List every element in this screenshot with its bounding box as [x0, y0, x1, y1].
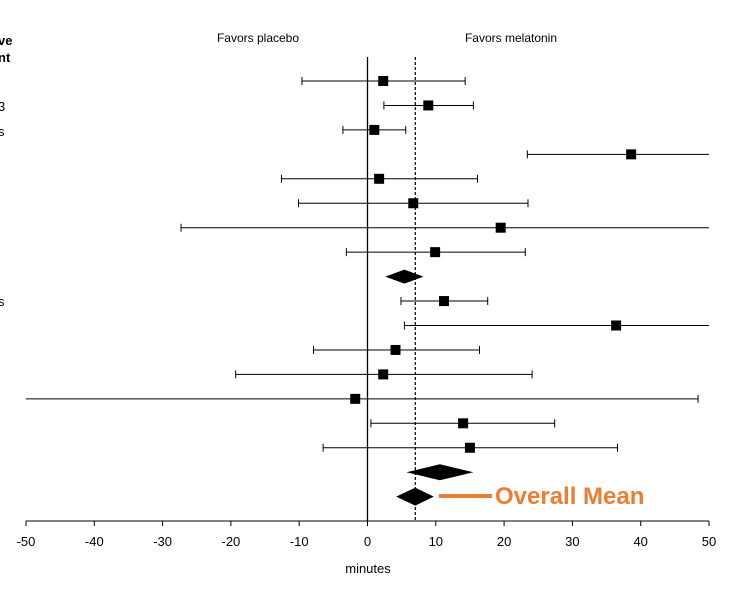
annotation-label: Overall Mean — [495, 483, 644, 510]
point-estimate — [378, 369, 389, 380]
x-axis: -50 -40 -30 -20 -10 0 10 20 30 40 50 — [17, 520, 716, 549]
summary-diamonds — [385, 269, 474, 506]
x-tick-label: -30 — [153, 534, 172, 549]
point-estimate — [374, 173, 385, 184]
x-tick-label: 40 — [633, 534, 647, 549]
x-tick-label: 0 — [364, 534, 371, 549]
point-estimate — [626, 149, 637, 160]
point-estimate — [611, 320, 622, 331]
x-tick-label: -40 — [85, 534, 104, 549]
reference-lines — [366, 57, 416, 521]
x-tick-label: -50 — [17, 534, 36, 549]
point-estimate — [495, 222, 506, 233]
chart-text: Favors placebo Favors melatonin ve nt 3 … — [0, 31, 644, 576]
x-tick-label: -20 — [222, 534, 241, 549]
left-header: Favors placebo — [217, 31, 299, 45]
right-header: Favors melatonin — [465, 31, 557, 45]
cut-off-label-5: s — [0, 294, 5, 309]
cut-off-label-1: ve — [0, 33, 12, 48]
study-estimates — [26, 76, 709, 453]
point-estimate — [350, 393, 361, 404]
x-tick-label: 20 — [497, 534, 511, 549]
x-axis-label: minutes — [345, 561, 391, 576]
summary-diamond — [396, 487, 434, 506]
point-estimate — [458, 418, 469, 429]
cut-off-label-2: nt — [0, 50, 11, 65]
point-estimate — [390, 344, 401, 355]
point-estimate — [369, 124, 380, 135]
x-tick-label: -10 — [290, 534, 309, 549]
point-estimate — [423, 100, 434, 111]
x-tick-label: 50 — [702, 534, 716, 549]
x-tick-label: 10 — [429, 534, 443, 549]
point-estimate — [464, 442, 475, 453]
point-estimate — [408, 198, 419, 209]
cut-off-label-4: s — [0, 124, 5, 139]
point-estimate — [430, 247, 441, 258]
summary-diamond — [385, 269, 424, 284]
summary-diamond — [406, 464, 474, 481]
point-estimate — [438, 296, 449, 307]
cut-off-label-3: 3 — [0, 99, 5, 114]
x-tick-label: 30 — [565, 534, 579, 549]
point-estimate — [378, 76, 389, 86]
